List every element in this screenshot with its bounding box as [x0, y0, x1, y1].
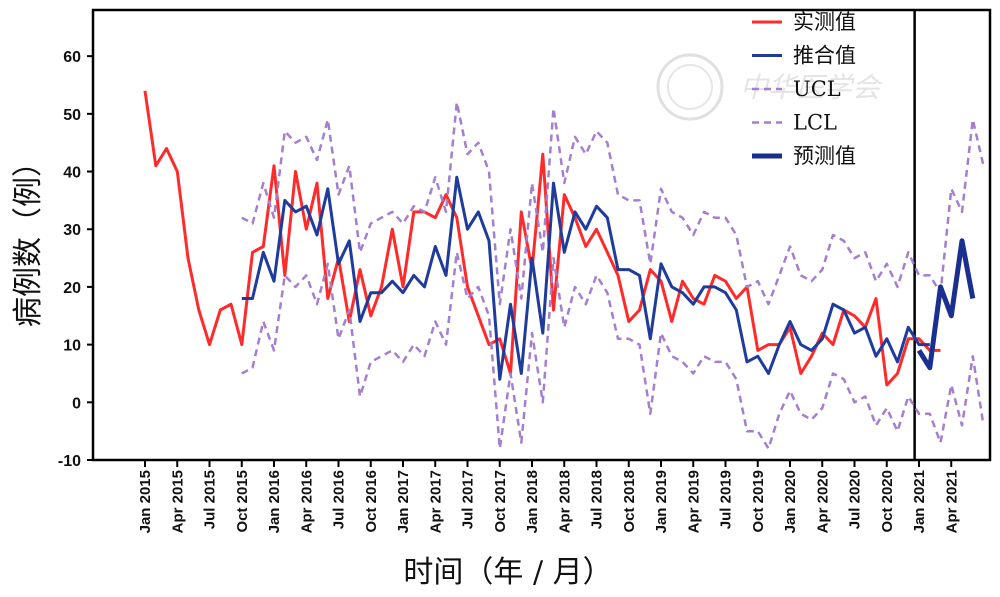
x-tick-label: Oct 2018 — [621, 470, 638, 533]
x-tick-label: Jul 2019 — [718, 470, 735, 529]
legend-label-4: 预测值 — [793, 144, 856, 168]
plot-frame — [91, 8, 992, 462]
x-tick-label: Oct 2020 — [879, 470, 896, 533]
x-tick-label: Jul 2020 — [847, 470, 864, 529]
x-tick-label: Jan 2019 — [653, 470, 670, 533]
x-axis-title: 时间（年 / 月） — [403, 555, 612, 590]
y-tick-label: 60 — [63, 49, 81, 66]
x-tick-label: Jan 2021 — [911, 470, 928, 533]
series-line-1 — [241, 175, 930, 381]
series-line-0 — [143, 90, 941, 387]
x-tick-label: Oct 2019 — [750, 470, 767, 533]
watermark-seal-inner — [667, 64, 713, 110]
x-tick-label: Jan 2020 — [782, 470, 799, 533]
x-tick-label: Apr 2016 — [298, 470, 315, 533]
watermark: 中华医学会 — [656, 53, 883, 121]
x-tick-label: Jul 2016 — [331, 470, 348, 529]
y-tick-label: 50 — [63, 107, 81, 124]
y-tick-label: -10 — [58, 453, 81, 470]
axes-layer: -10 0 10 20 30 40 50 60 Jan 2015 Apr 2015 Jul 2015… — [58, 8, 992, 533]
x-tick-label: Apr 2019 — [685, 470, 702, 533]
legend-label-0: 实测值 — [793, 10, 856, 34]
x-tick-label: Apr 2018 — [556, 470, 573, 533]
series-line-3 — [241, 251, 985, 450]
x-tick-label: Jan 2018 — [524, 470, 541, 533]
x-tick-label: Apr 2021 — [943, 470, 960, 533]
x-tick-label: Jul 2017 — [460, 470, 477, 529]
series-line-4 — [916, 238, 976, 371]
y-tick-label: 10 — [63, 338, 81, 355]
legend-label-2: UCL — [793, 77, 841, 101]
watermark-text: 中华医学会 — [740, 71, 883, 104]
y-axis-title: 病例数（例） — [11, 147, 46, 327]
x-tick-label: Apr 2020 — [814, 470, 831, 533]
x-tick-label: Jan 2015 — [137, 470, 154, 533]
watermark-seal-outer — [656, 53, 724, 121]
x-tick-label: Jul 2015 — [202, 470, 219, 529]
y-tick-label: 30 — [63, 222, 81, 239]
y-tick-label: 20 — [63, 280, 81, 297]
x-tick-label: Jul 2018 — [589, 470, 606, 529]
y-tick-label: 40 — [63, 165, 81, 182]
y-tick-label: 0 — [72, 395, 81, 412]
x-tick-label: Oct 2017 — [492, 470, 509, 533]
plot-layer — [143, 10, 985, 460]
legend-label-3: LCL — [793, 111, 837, 135]
x-tick-label: Apr 2015 — [169, 470, 186, 533]
x-tick-label: Oct 2016 — [363, 470, 380, 533]
x-tick-label: Jan 2016 — [266, 470, 283, 533]
x-tick-label: Oct 2015 — [234, 470, 251, 533]
legend-label-1: 推合值 — [793, 44, 856, 68]
series-line-2 — [241, 101, 985, 306]
x-tick-label: Apr 2017 — [427, 470, 444, 533]
x-tick-label: Jan 2017 — [395, 470, 412, 533]
